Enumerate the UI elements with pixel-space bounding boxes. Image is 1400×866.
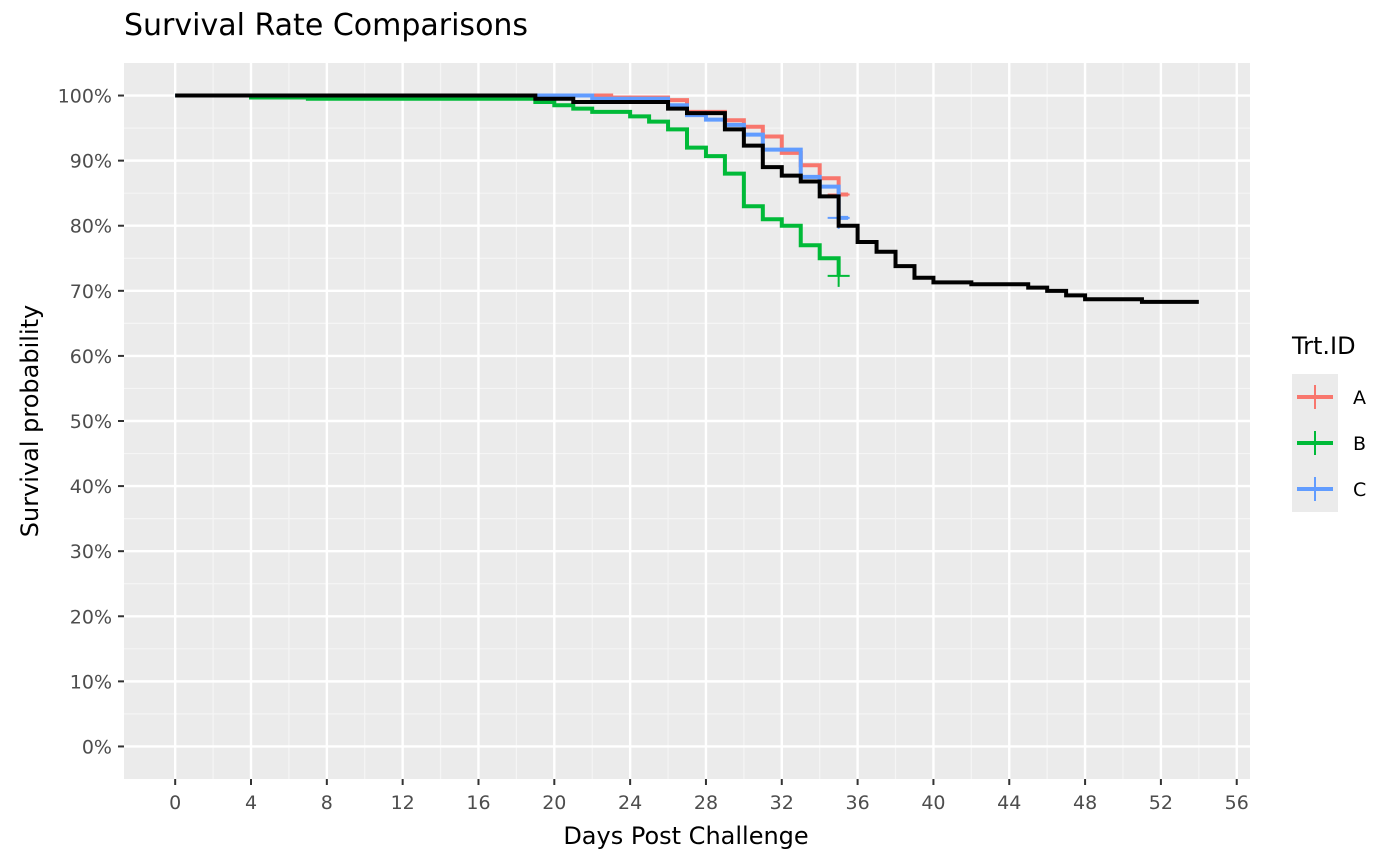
x-tick-label: 32 (770, 792, 794, 814)
x-tick-label: 8 (321, 792, 333, 814)
y-tick-label: 10% (70, 671, 112, 693)
x-tick-label: 48 (1073, 792, 1097, 814)
chart-title: Survival Rate Comparisons (124, 8, 529, 43)
x-axis-title: Days Post Challenge (563, 822, 808, 850)
x-tick-label: 44 (997, 792, 1021, 814)
x-tick-label: 28 (694, 792, 718, 814)
legend: Trt.ID A B C (1291, 332, 1366, 512)
legend-title: Trt.ID (1291, 332, 1356, 360)
x-tick-label: 36 (846, 792, 870, 814)
y-axis-title: Survival probability (16, 305, 44, 537)
y-tick-label: 60% (70, 346, 112, 368)
x-tick-label: 56 (1225, 792, 1249, 814)
grid-major (124, 63, 1250, 779)
x-axis: 0 4 8 12 16 20 24 28 32 36 40 44 48 52 56 (169, 779, 1249, 814)
y-axis: 0% 10% 20% 30% 40% 50% 60% 70% 80% 90% 100% (58, 86, 124, 758)
x-tick-label: 16 (466, 792, 490, 814)
x-tick-label: 20 (542, 792, 566, 814)
y-tick-label: 70% (70, 281, 112, 303)
y-tick-label: 30% (70, 541, 112, 563)
y-tick-label: 50% (70, 411, 112, 433)
x-tick-label: 0 (169, 792, 181, 814)
x-tick-label: 12 (391, 792, 415, 814)
x-tick-label: 52 (1149, 792, 1173, 814)
y-tick-label: 0% (82, 736, 112, 758)
y-tick-label: 40% (70, 476, 112, 498)
legend-label: C (1353, 479, 1366, 501)
series-layer (175, 93, 1199, 304)
series-b-line (175, 93, 841, 276)
y-tick-label: 20% (70, 606, 112, 628)
x-tick-label: 24 (618, 792, 642, 814)
series-overall-line (175, 93, 1199, 304)
legend-label: A (1353, 387, 1366, 409)
legend-label: B (1353, 433, 1366, 455)
y-tick-label: 90% (70, 151, 112, 173)
y-tick-label: 100% (58, 86, 112, 108)
x-tick-label: 4 (245, 792, 257, 814)
series-b-censor (827, 264, 850, 287)
y-tick-label: 80% (70, 216, 112, 238)
x-tick-label: 40 (921, 792, 945, 814)
